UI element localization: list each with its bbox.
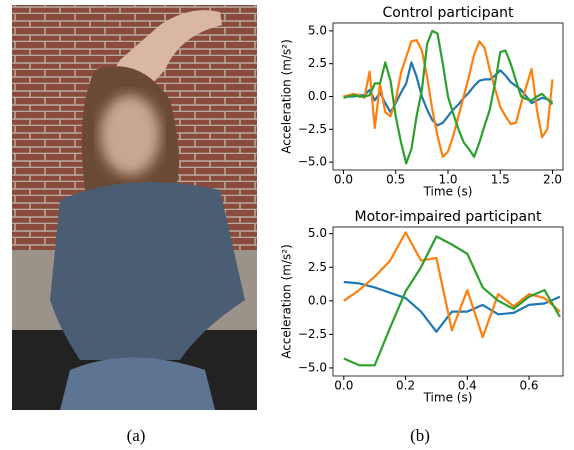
x-axis-label: Time (s) [423,185,473,199]
x-axis-label: Time (s) [423,391,473,405]
y-tick-label: 5.0 [308,23,327,37]
x-tick-label: 0.6 [519,379,538,393]
x-tick-label: 1.0 [438,173,457,187]
y-tick-label: 0.0 [308,293,327,307]
y-tick-label: 2.5 [308,260,327,274]
y-tick-label: 2.5 [308,56,327,70]
chart-title: Motor-impaired participant [355,209,542,225]
x-tick-label: 0.0 [334,173,353,187]
photo [12,5,257,410]
x-tick-label: 0.0 [334,379,353,393]
x-tick-label: 0.5 [386,173,405,187]
chart-title: Control participant [382,5,514,21]
y-axis-label: Acceleration (m/s²) [280,39,294,154]
y-tick-label: −2.5 [298,327,327,341]
x-tick-label: 0.2 [396,379,415,393]
x-tick-label: 0.4 [458,379,477,393]
figure: (a) (b) Control participant Time (s) Accel… [0,0,574,450]
y-tick-label: −5.0 [298,360,327,374]
y-tick-label: 0.0 [308,89,327,103]
caption: (b) [410,426,430,445]
caption: (a) [127,426,146,445]
x-tick-label: 1.5 [491,173,510,187]
x-tick-label: 2.0 [543,173,562,187]
y-axis-label: Acceleration (m/s²) [280,244,294,359]
series-line [344,282,560,332]
y-tick-label: −5.0 [298,155,327,169]
series-line [344,236,560,365]
y-tick-label: −2.5 [298,122,327,136]
plot-frame [333,227,563,376]
y-tick-label: 5.0 [308,226,327,240]
series-line [344,232,560,337]
series-line [344,31,553,164]
